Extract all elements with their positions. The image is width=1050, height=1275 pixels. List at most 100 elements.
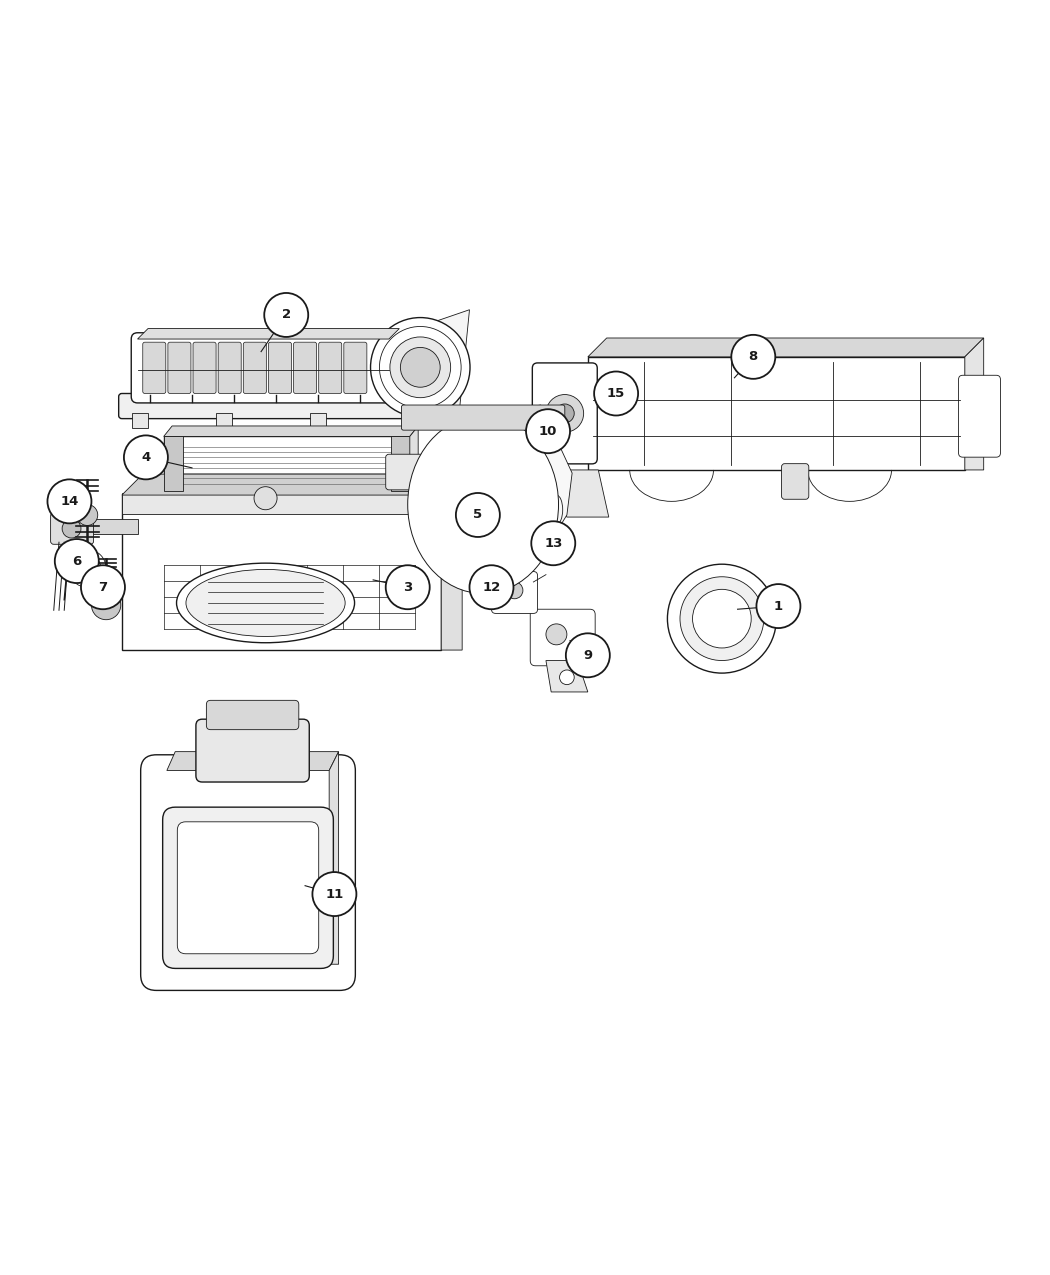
Text: 15: 15 bbox=[607, 388, 625, 400]
Circle shape bbox=[555, 404, 574, 423]
Circle shape bbox=[81, 565, 125, 609]
FancyBboxPatch shape bbox=[193, 342, 216, 394]
Circle shape bbox=[546, 623, 567, 645]
FancyBboxPatch shape bbox=[319, 342, 341, 394]
Ellipse shape bbox=[472, 495, 493, 514]
Circle shape bbox=[594, 371, 638, 416]
Ellipse shape bbox=[458, 476, 508, 534]
Ellipse shape bbox=[400, 347, 440, 388]
FancyBboxPatch shape bbox=[177, 822, 319, 954]
Text: 5: 5 bbox=[474, 509, 482, 521]
Ellipse shape bbox=[186, 570, 345, 636]
Circle shape bbox=[531, 521, 575, 565]
FancyBboxPatch shape bbox=[119, 394, 439, 418]
Text: 10: 10 bbox=[539, 425, 558, 437]
Ellipse shape bbox=[390, 337, 450, 398]
Polygon shape bbox=[965, 338, 984, 470]
Circle shape bbox=[506, 581, 523, 599]
Ellipse shape bbox=[424, 435, 542, 574]
Circle shape bbox=[668, 565, 776, 673]
Ellipse shape bbox=[407, 416, 559, 594]
FancyBboxPatch shape bbox=[385, 454, 434, 490]
Circle shape bbox=[731, 335, 775, 379]
Text: 4: 4 bbox=[142, 451, 150, 464]
Circle shape bbox=[62, 519, 81, 538]
Circle shape bbox=[560, 669, 574, 685]
Bar bbox=[164, 436, 183, 491]
Circle shape bbox=[566, 634, 610, 677]
Ellipse shape bbox=[478, 500, 488, 509]
FancyBboxPatch shape bbox=[343, 342, 366, 394]
Polygon shape bbox=[478, 405, 572, 588]
Polygon shape bbox=[164, 426, 418, 436]
Circle shape bbox=[469, 565, 513, 609]
Bar bbox=[404, 413, 420, 428]
Text: 7: 7 bbox=[99, 580, 107, 594]
Bar bbox=[311, 413, 327, 428]
Polygon shape bbox=[54, 519, 138, 534]
Bar bbox=[122, 495, 441, 650]
FancyBboxPatch shape bbox=[207, 700, 299, 729]
Text: 2: 2 bbox=[281, 309, 291, 321]
Circle shape bbox=[385, 565, 429, 609]
Polygon shape bbox=[546, 660, 588, 692]
FancyBboxPatch shape bbox=[196, 719, 310, 782]
FancyBboxPatch shape bbox=[781, 464, 809, 500]
Circle shape bbox=[265, 293, 309, 337]
Ellipse shape bbox=[371, 317, 470, 417]
Circle shape bbox=[91, 590, 121, 620]
Circle shape bbox=[47, 479, 91, 523]
Text: 12: 12 bbox=[482, 580, 501, 594]
FancyBboxPatch shape bbox=[530, 609, 595, 666]
FancyBboxPatch shape bbox=[401, 405, 565, 430]
Polygon shape bbox=[167, 752, 338, 770]
Ellipse shape bbox=[416, 425, 550, 584]
Text: 1: 1 bbox=[774, 599, 783, 612]
Polygon shape bbox=[588, 338, 984, 357]
FancyBboxPatch shape bbox=[244, 342, 267, 394]
FancyBboxPatch shape bbox=[141, 755, 355, 991]
Circle shape bbox=[55, 539, 99, 583]
Polygon shape bbox=[329, 752, 338, 964]
Polygon shape bbox=[410, 426, 418, 491]
Ellipse shape bbox=[176, 564, 355, 643]
FancyBboxPatch shape bbox=[131, 333, 395, 403]
Circle shape bbox=[74, 555, 101, 581]
FancyBboxPatch shape bbox=[168, 342, 191, 394]
FancyBboxPatch shape bbox=[163, 807, 333, 969]
Text: 6: 6 bbox=[72, 555, 82, 567]
Text: 9: 9 bbox=[583, 649, 592, 662]
Text: 14: 14 bbox=[60, 495, 79, 507]
Ellipse shape bbox=[449, 464, 517, 544]
FancyBboxPatch shape bbox=[407, 400, 435, 428]
Polygon shape bbox=[388, 310, 469, 414]
Circle shape bbox=[456, 493, 500, 537]
Text: 8: 8 bbox=[749, 351, 758, 363]
Text: 13: 13 bbox=[544, 537, 563, 550]
Ellipse shape bbox=[441, 454, 525, 555]
FancyBboxPatch shape bbox=[269, 342, 292, 394]
Circle shape bbox=[693, 589, 751, 648]
FancyBboxPatch shape bbox=[50, 513, 93, 544]
Bar bbox=[122, 493, 441, 514]
FancyBboxPatch shape bbox=[491, 571, 538, 613]
Circle shape bbox=[313, 872, 356, 915]
Ellipse shape bbox=[254, 487, 277, 510]
Ellipse shape bbox=[433, 445, 533, 565]
FancyBboxPatch shape bbox=[959, 375, 1001, 458]
Circle shape bbox=[756, 584, 800, 629]
Circle shape bbox=[680, 576, 763, 660]
Bar bbox=[164, 436, 410, 491]
FancyBboxPatch shape bbox=[218, 342, 242, 394]
Bar bbox=[216, 413, 232, 428]
Circle shape bbox=[546, 394, 584, 432]
Polygon shape bbox=[441, 474, 462, 650]
Polygon shape bbox=[546, 470, 609, 518]
FancyBboxPatch shape bbox=[294, 342, 317, 394]
Circle shape bbox=[542, 487, 567, 511]
Ellipse shape bbox=[379, 326, 461, 408]
Polygon shape bbox=[138, 329, 399, 339]
Text: 11: 11 bbox=[326, 887, 343, 900]
Polygon shape bbox=[122, 474, 462, 495]
FancyBboxPatch shape bbox=[532, 363, 597, 464]
